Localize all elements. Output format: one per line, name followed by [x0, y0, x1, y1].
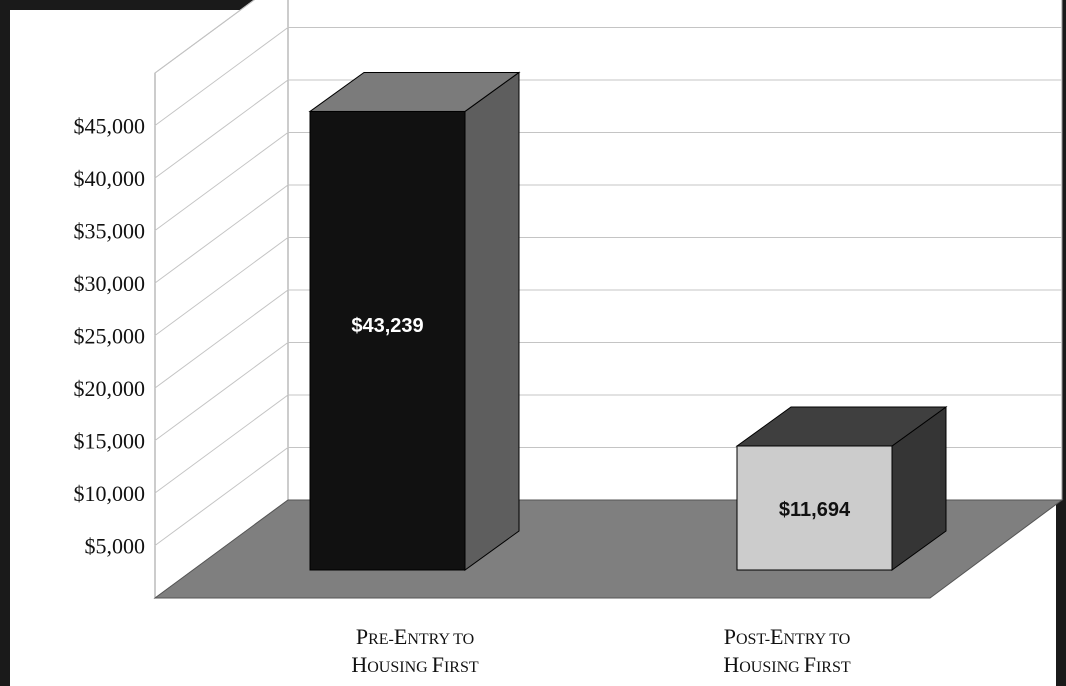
gridline: [154, 289, 1062, 389]
gridline: [154, 27, 1062, 126]
y-tick-label: $40,000: [74, 166, 146, 191]
y-tick-label: $20,000: [74, 376, 146, 401]
side-wall: [154, 0, 289, 599]
y-tick-label: $25,000: [74, 324, 146, 349]
gridline: [154, 132, 1062, 231]
y-tick-label: $10,000: [74, 481, 146, 506]
x-tick-label: HOUSING FIRST: [723, 652, 850, 677]
bar: [736, 445, 893, 571]
bar-side: [464, 71, 520, 571]
gridline: [154, 79, 1062, 179]
y-tick-label: $45,000: [74, 114, 146, 139]
gridline: [154, 184, 1062, 284]
gridline: [154, 0, 255, 74]
bar: [309, 110, 466, 571]
y-tick-label: $5,000: [85, 534, 146, 559]
gridline: [154, 394, 1062, 494]
x-tick-label: PRE-ENTRY TO: [356, 624, 474, 649]
gridline: [154, 342, 1062, 441]
y-tick-label: $35,000: [74, 219, 146, 244]
gridline: [154, 237, 1062, 336]
x-tick-label: POST-ENTRY TO: [724, 624, 851, 649]
data-label: $11,694: [779, 499, 851, 521]
data-label: $43,239: [351, 315, 423, 337]
y-tick-label: $15,000: [74, 429, 146, 454]
y-tick-label: $30,000: [74, 271, 146, 296]
x-tick-label: HOUSING FIRST: [351, 652, 478, 677]
